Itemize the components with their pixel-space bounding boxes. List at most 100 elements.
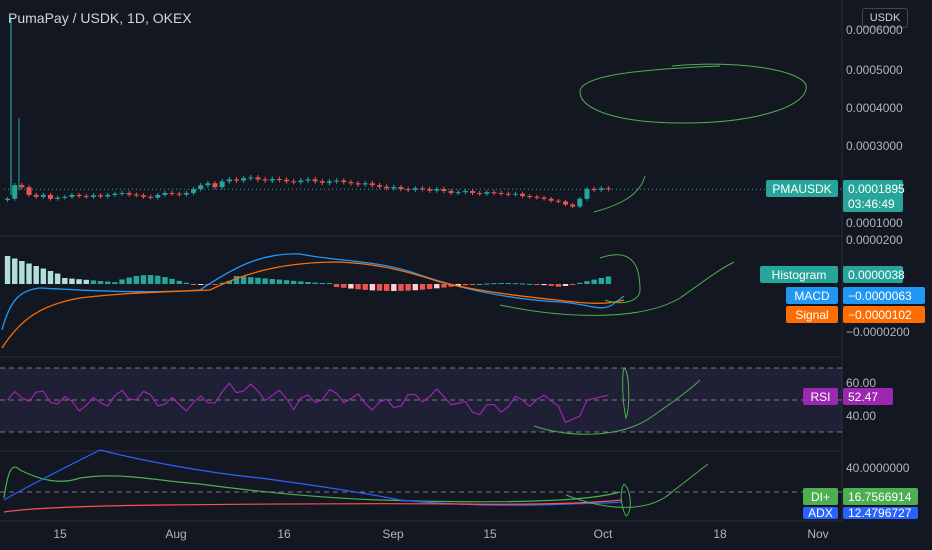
histogram-bar bbox=[233, 276, 240, 284]
candle-body bbox=[176, 193, 182, 195]
candle-body bbox=[226, 179, 232, 182]
time-tick: 16 bbox=[277, 527, 291, 541]
candle-body bbox=[470, 191, 476, 193]
histogram-bar bbox=[83, 279, 89, 284]
adx-line bbox=[3, 499, 623, 513]
histogram-bar bbox=[541, 284, 547, 286]
adx-curve-drawing bbox=[565, 463, 709, 508]
candle-body bbox=[105, 194, 111, 197]
price-tick: 0.0001000 bbox=[846, 216, 903, 230]
di-plus-line bbox=[3, 466, 621, 503]
histogram-value: 0.0000038 bbox=[843, 266, 905, 283]
candle-body bbox=[355, 183, 361, 185]
candle-body bbox=[112, 193, 118, 195]
histogram-bar bbox=[226, 280, 233, 284]
histogram-bar bbox=[298, 281, 304, 284]
histogram-bar bbox=[569, 284, 576, 285]
histogram-bar bbox=[426, 284, 433, 290]
histogram-bar bbox=[147, 275, 154, 284]
histogram-bar bbox=[362, 284, 368, 290]
time-tick: Aug bbox=[165, 527, 187, 541]
candle-body bbox=[26, 187, 32, 195]
candle-body bbox=[441, 189, 447, 192]
di-minus-line bbox=[3, 449, 623, 506]
histogram-bar bbox=[491, 283, 497, 285]
histogram-bar bbox=[348, 284, 354, 289]
candle-body bbox=[505, 193, 511, 195]
histogram-bar bbox=[290, 280, 297, 284]
histogram-bar bbox=[319, 283, 326, 284]
time-tick: Sep bbox=[382, 527, 404, 541]
candle-body bbox=[83, 196, 89, 198]
candle-body bbox=[391, 187, 397, 189]
histogram-bar bbox=[405, 284, 411, 291]
histogram-bar bbox=[69, 278, 75, 284]
candle-body bbox=[326, 181, 332, 183]
candle-body bbox=[369, 183, 375, 186]
macd-circle-drawing bbox=[599, 254, 641, 304]
candle-body bbox=[484, 192, 490, 194]
macd-label: MACD bbox=[786, 287, 838, 304]
candle-body bbox=[491, 192, 497, 194]
ellipse-drawing bbox=[579, 63, 807, 124]
histogram-bar bbox=[283, 280, 290, 284]
histogram-bar bbox=[133, 276, 140, 284]
candle-body bbox=[162, 192, 168, 195]
histogram-bar bbox=[269, 279, 275, 284]
histogram-bar bbox=[448, 284, 454, 287]
signal-label: Signal bbox=[786, 306, 838, 323]
histogram-bar bbox=[434, 284, 440, 289]
candle-body bbox=[205, 183, 211, 186]
histogram-bar bbox=[498, 283, 504, 285]
candle-body bbox=[298, 180, 304, 183]
histogram-bar bbox=[577, 282, 583, 284]
histogram-bar bbox=[605, 276, 612, 284]
histogram-bar bbox=[112, 282, 118, 284]
candle-body bbox=[248, 177, 254, 179]
candle-body bbox=[341, 180, 347, 183]
histogram-bar bbox=[19, 261, 25, 284]
histogram-bar bbox=[462, 284, 469, 286]
candle-body bbox=[33, 194, 39, 197]
candle-body bbox=[427, 189, 433, 191]
rsi-curve-drawing bbox=[533, 379, 701, 435]
countdown-label: 03:46:49 bbox=[843, 195, 903, 212]
histogram-bar bbox=[512, 283, 519, 285]
time-tick: 15 bbox=[483, 527, 497, 541]
candle-body bbox=[434, 189, 440, 191]
candle-body bbox=[312, 179, 318, 182]
candle-body bbox=[577, 198, 583, 207]
currency-button[interactable]: USDK bbox=[862, 8, 908, 28]
symbol-label: PMAUSDK bbox=[766, 180, 838, 197]
price-tick: 0.0003000 bbox=[846, 139, 903, 153]
histogram-bar bbox=[26, 263, 32, 284]
candle-body bbox=[284, 179, 290, 182]
candle-body bbox=[119, 192, 125, 194]
histogram-bar bbox=[212, 284, 218, 285]
histogram-bar bbox=[169, 278, 175, 284]
candle-body bbox=[133, 194, 139, 196]
histogram-bar bbox=[176, 280, 182, 284]
histogram-bar bbox=[76, 279, 82, 284]
candle-body bbox=[377, 185, 383, 187]
rsi-line bbox=[7, 382, 609, 424]
candle-body bbox=[348, 182, 354, 184]
histogram-bar bbox=[97, 281, 104, 284]
candle-body bbox=[19, 185, 25, 188]
histogram-bar bbox=[398, 284, 404, 291]
candle-body bbox=[140, 195, 146, 197]
histogram-bar bbox=[598, 278, 604, 284]
macd-line bbox=[1, 253, 625, 331]
candle-body bbox=[520, 193, 526, 197]
histogram-bar bbox=[326, 283, 333, 284]
candle-body bbox=[591, 189, 597, 191]
histogram-bar bbox=[47, 271, 54, 284]
histogram-bar bbox=[419, 284, 426, 290]
histogram-bar bbox=[162, 277, 168, 284]
histogram-bar bbox=[262, 278, 268, 284]
histogram-bar bbox=[548, 284, 554, 286]
candle-body bbox=[148, 196, 154, 198]
rsi-value: 52.47 bbox=[843, 388, 893, 405]
candle-body bbox=[198, 185, 204, 190]
